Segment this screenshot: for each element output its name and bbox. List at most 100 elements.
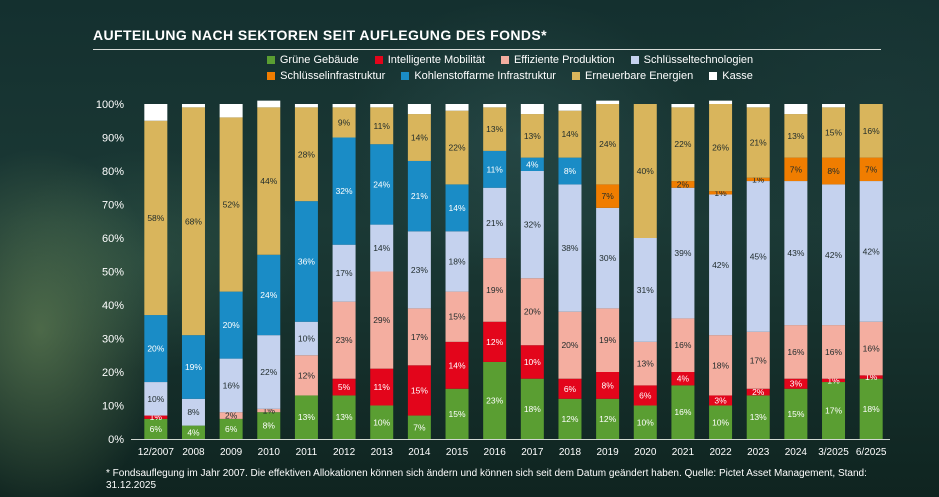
data-label: 22% [260, 367, 277, 377]
data-label: 16% [223, 380, 240, 390]
bar-segment [445, 110, 469, 185]
bar-segment [822, 325, 846, 379]
legend-item: Intelligente Mobilität [374, 54, 485, 66]
bar-segment [558, 184, 582, 312]
legend-item: Schlüsselinfrastruktur [267, 70, 385, 82]
bar-segment [445, 184, 469, 232]
bar-segment [784, 181, 808, 326]
data-label: 13% [750, 412, 767, 422]
data-label: 39% [674, 248, 691, 258]
data-label: 32% [524, 220, 541, 230]
x-tick-label: 6/2025 [856, 447, 887, 458]
data-label: 24% [373, 179, 390, 189]
bar-segment [671, 187, 695, 319]
data-label: 16% [863, 344, 880, 354]
data-label: 16% [674, 407, 691, 417]
bar-segment [859, 181, 883, 322]
bar-segment [370, 405, 394, 439]
data-label: 7% [865, 164, 878, 174]
data-label: 1% [827, 375, 840, 385]
data-label: 10% [298, 334, 315, 344]
bar-segment [746, 181, 770, 332]
bar-segment [483, 258, 507, 322]
data-label: 14% [411, 133, 428, 143]
data-label: 9% [338, 117, 351, 127]
data-label: 8% [187, 407, 200, 417]
data-label: 42% [825, 250, 842, 260]
data-label: 6% [150, 424, 163, 434]
y-tick-label: 20% [102, 367, 124, 379]
data-label: 20% [223, 320, 240, 330]
data-label: 12% [298, 370, 315, 380]
data-label: 1% [865, 372, 878, 382]
data-label: 14% [449, 203, 466, 213]
data-label: 23% [486, 395, 503, 405]
data-label: 20% [147, 344, 164, 354]
bar-segment [483, 150, 507, 188]
bar-segment [181, 398, 205, 426]
bar-segment [558, 311, 582, 379]
stacked-bar-chart: 0% 10% 20% 30% 40% 50% 60% 70% 80% 90% 100% 6% 1% 10%… [102, 100, 890, 458]
data-label: 15% [787, 409, 804, 419]
data-label: 18% [524, 404, 541, 414]
x-tick-label: 2011 [296, 447, 318, 458]
data-label: 7% [601, 191, 614, 201]
bar-segment [332, 107, 356, 138]
bar-segment [332, 395, 356, 439]
bar-segment [257, 107, 281, 255]
data-label: 32% [336, 186, 353, 196]
data-label: 44% [260, 176, 277, 186]
bar-segment [332, 301, 356, 379]
data-label: 14% [373, 243, 390, 253]
data-label: 6% [564, 384, 577, 394]
data-label: 68% [185, 216, 202, 226]
bar-segment [370, 271, 394, 369]
data-label: 7% [413, 422, 426, 432]
bar-segment [370, 104, 394, 108]
bar-segment [407, 415, 431, 439]
legend-swatch [709, 72, 718, 80]
bar-segment [671, 318, 695, 372]
bar-segment [633, 385, 657, 406]
data-label: 18% [712, 360, 729, 370]
data-label: 58% [147, 213, 164, 223]
bar-segment [558, 378, 582, 399]
bar-segment [294, 355, 318, 396]
bar-segment [859, 378, 883, 439]
bar-segment [257, 408, 281, 413]
data-label: 17% [411, 332, 428, 342]
bar-segment [483, 104, 507, 108]
bar-segment [746, 107, 770, 178]
legend-item: Grüne Gebäude [266, 54, 359, 66]
data-label: 2% [752, 387, 765, 397]
bar-segment [822, 107, 846, 158]
bar-segment [257, 412, 281, 439]
data-label: 8% [827, 166, 840, 176]
bar-segment [746, 177, 770, 182]
data-label: 13% [298, 412, 315, 422]
data-label: 6% [639, 390, 652, 400]
bar-segment [445, 388, 469, 439]
bar-segment [633, 341, 657, 386]
bar-segment [709, 335, 733, 396]
bar-segment [596, 308, 620, 372]
bar-segment [144, 120, 168, 316]
bar-segment [784, 325, 808, 379]
bar-segment [709, 100, 733, 104]
x-tick-label: 2008 [182, 447, 205, 458]
data-label: 8% [601, 380, 614, 390]
bar-segment [558, 398, 582, 439]
data-label: 16% [825, 347, 842, 357]
data-label: 5% [338, 382, 351, 392]
bar-segment [671, 107, 695, 182]
bar-segment [822, 157, 846, 185]
y-tick-label: 60% [102, 233, 124, 245]
x-tick-label: 2022 [709, 447, 732, 458]
data-label: 10% [373, 417, 390, 427]
bar-segment [822, 104, 846, 108]
bar-segment [596, 100, 620, 104]
data-label: 24% [260, 290, 277, 300]
legend-swatch [374, 56, 383, 64]
title-divider [93, 49, 881, 50]
x-tick-label: 2023 [747, 447, 770, 458]
